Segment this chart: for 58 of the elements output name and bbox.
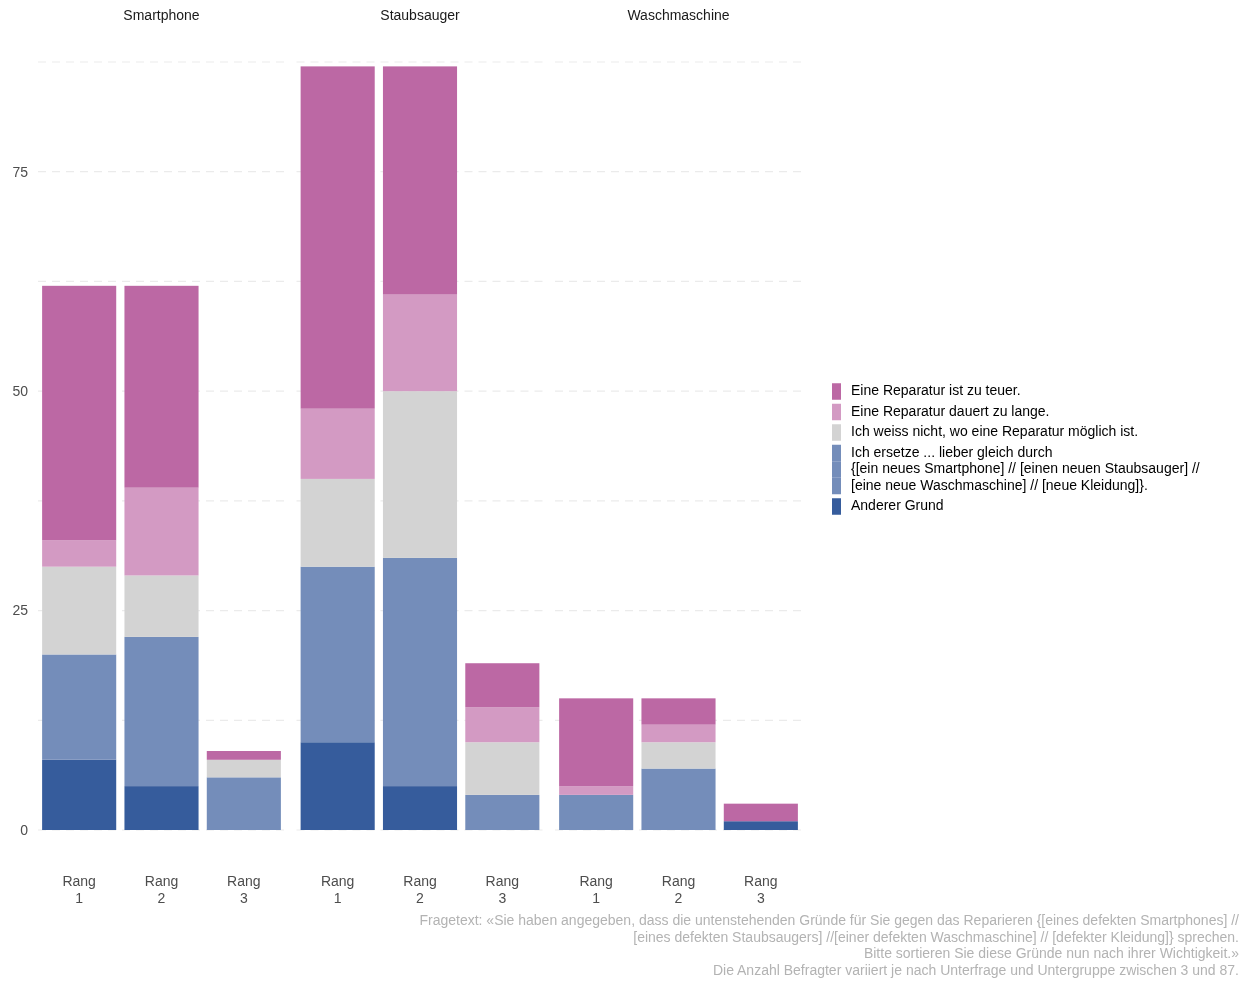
bar	[559, 794, 634, 830]
x-tick-label: Rang 2	[661, 873, 696, 906]
x-tick-label: Rang 1	[62, 873, 96, 906]
bar	[382, 294, 458, 392]
bar	[641, 698, 716, 725]
bar	[206, 777, 281, 830]
bar	[124, 636, 199, 787]
legend-label: Eine Reparatur ist zu teuer.	[851, 382, 1021, 399]
bar	[42, 285, 117, 541]
bar	[723, 821, 798, 830]
legend-label: Eine Reparatur dauert zu lange.	[851, 402, 1050, 419]
bar	[300, 408, 375, 479]
bar	[300, 66, 375, 409]
bar	[465, 794, 540, 830]
bar	[206, 751, 281, 760]
x-tick-label: Rang 2	[144, 873, 179, 906]
legend-label: Ich weiss nicht, wo eine Reparatur möglich ist.	[851, 423, 1139, 440]
bar	[42, 540, 117, 567]
bar	[206, 759, 281, 778]
bar	[382, 786, 458, 830]
y-tick-label: 25	[12, 602, 29, 619]
bar	[42, 759, 117, 830]
x-tick-label: Rang 1	[579, 873, 613, 906]
legend-label: Anderer Grund	[851, 497, 944, 514]
bar	[382, 557, 458, 787]
y-tick-label: 0	[20, 821, 29, 838]
bar	[124, 487, 199, 576]
y-tick-label: 75	[12, 163, 29, 180]
bar	[42, 654, 117, 760]
x-tick-label: Rang 3	[744, 873, 778, 906]
bar	[559, 786, 634, 795]
x-tick-label: Rang 3	[485, 873, 520, 906]
bar	[641, 768, 716, 830]
bar	[300, 478, 375, 567]
x-tick-label: Rang 2	[403, 873, 437, 906]
bar	[382, 66, 458, 295]
bar	[124, 786, 199, 830]
bar	[382, 391, 458, 558]
chart-title: Waschmaschine	[627, 7, 730, 23]
chart-title: Smartphone	[123, 7, 200, 23]
bar	[465, 742, 540, 795]
bar	[465, 663, 540, 708]
bar	[641, 724, 716, 743]
bar	[300, 742, 375, 830]
bar	[124, 575, 199, 637]
legend-label: Ich ersetze ... lieber gleich durch {[ein neues Smartphone] // [einen neuen Staubsauger] // [eine neue Waschmaschine] // [neue Kleidung]}.	[851, 443, 1200, 493]
bar	[465, 707, 540, 743]
bar	[641, 742, 716, 769]
bar	[300, 566, 375, 743]
bar	[559, 698, 634, 787]
x-tick-label: Rang 1	[320, 873, 355, 906]
bar	[42, 566, 117, 655]
text: Fragetext: «Sie haben angegeben, dass die untenstehenden Gründe für Sie gegen das Reparieren {[eines defekten Smartphones] // [eines defekten Staubsaugers] //[einer defekten Waschmaschine] // [defekter Kleidung]} sprechen. Bitte sortieren Sie diese Gründe nun nach ihrer Wichtigkeit.» Die Anzahl Befragter variiert je nach Unterfrage und Untergruppe zwischen 3 und 87.	[419, 912, 1240, 978]
bar	[723, 803, 798, 822]
x-tick-label: Rang 3	[227, 873, 261, 906]
bar	[124, 285, 199, 488]
y-tick-label: 50	[12, 383, 29, 400]
chart-title: Staubsauger	[380, 7, 461, 23]
